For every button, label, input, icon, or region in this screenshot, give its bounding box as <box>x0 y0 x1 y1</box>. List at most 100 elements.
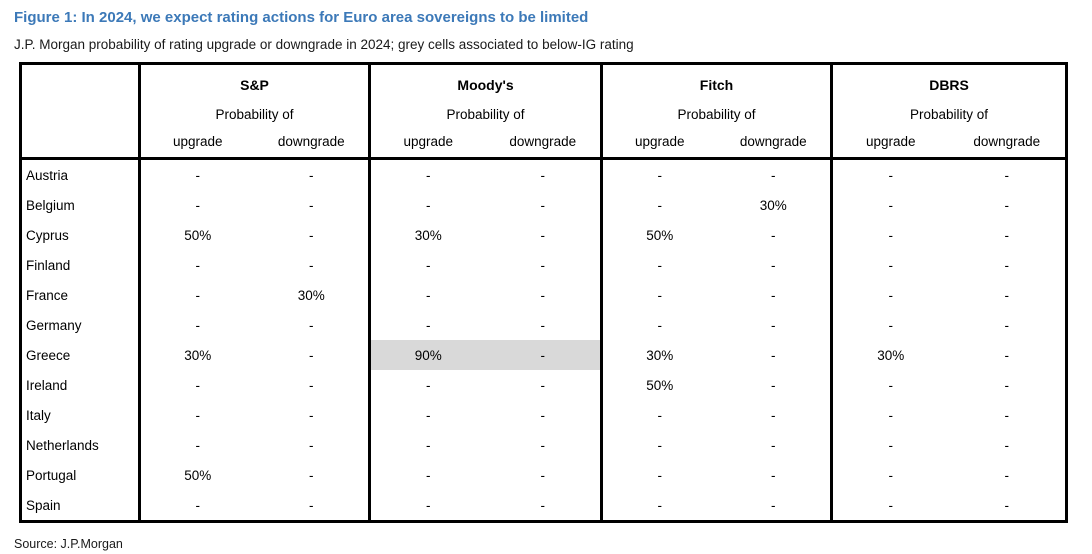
rating-cell: - <box>771 227 776 243</box>
table-row-portugal: Portugal 50% - - - - - - - <box>21 460 1067 490</box>
rating-cell: - <box>830 490 949 522</box>
rating-cell: - <box>540 407 546 423</box>
rating-cell: - <box>138 250 255 280</box>
rating-cell: - <box>540 167 546 183</box>
rating-cell: - <box>600 490 717 522</box>
figure-title: Figure 1: In 2024, we expect rating acti… <box>14 9 589 26</box>
rating-cell: - <box>771 167 776 183</box>
rating-cell: - <box>138 430 255 460</box>
upgrade-column-header: upgrade <box>600 128 717 160</box>
rating-cell: - <box>309 227 314 243</box>
probability-of-label: Probability of <box>368 101 602 128</box>
rating-cell: - <box>309 377 314 393</box>
rating-cell: - <box>309 317 314 333</box>
rating-cell: - <box>138 400 255 430</box>
downgrade-column-header: downgrade <box>485 128 602 160</box>
rating-cell: - <box>309 257 314 273</box>
table-corner-cell <box>20 63 140 160</box>
agency-header-fitch: Fitch <box>600 63 832 101</box>
rating-cell: - <box>600 250 717 280</box>
rating-cell: - <box>309 497 314 513</box>
ratings-table: S&P Moody's Fitch DBRS Probability of Probab… <box>19 62 1069 523</box>
rating-cell: - <box>1004 287 1010 303</box>
table-header: S&P Moody's Fitch DBRS Probability of Probab… <box>20 63 1067 160</box>
downgrade-column-header: downgrade <box>254 128 370 160</box>
rating-cell: - <box>309 407 314 423</box>
rating-cell: - <box>600 310 717 340</box>
country-label: Belgium <box>26 197 75 213</box>
country-label: Greece <box>26 347 71 363</box>
rating-cell: - <box>485 340 602 370</box>
rating-cell: 30% <box>830 340 949 370</box>
source-note: Source: J.P.Morgan <box>14 537 123 551</box>
rating-cell: - <box>138 310 255 340</box>
rating-cell: - <box>138 190 255 220</box>
rating-cell: - <box>830 370 949 400</box>
table-row-netherlands: Netherlands - - - - - - - - <box>21 430 1067 460</box>
rating-cell: - <box>771 377 776 393</box>
rating-cell: 30% <box>600 340 717 370</box>
rating-cell: - <box>540 317 546 333</box>
rating-cell: 50% <box>600 220 717 250</box>
rating-cell: 50% <box>138 460 255 490</box>
rating-cell: - <box>368 400 486 430</box>
rating-cell: - <box>540 377 546 393</box>
rating-cell: - <box>309 467 314 483</box>
rating-cell: - <box>830 158 949 190</box>
rating-cell: - <box>600 400 717 430</box>
rating-cell: - <box>309 167 314 183</box>
rating-cell: - <box>1004 317 1010 333</box>
rating-cell: - <box>1004 257 1010 273</box>
rating-cell: - <box>771 437 776 453</box>
rating-cell: - <box>1004 347 1010 363</box>
table-row-greece: Greece 30% -90% -30% -30% - <box>21 340 1067 370</box>
country-label: Germany <box>26 317 82 333</box>
rating-cell: - <box>540 497 546 513</box>
table-row-italy: Italy - - - - - - - - <box>21 400 1067 430</box>
rating-cell: - <box>600 190 717 220</box>
country-label: Finland <box>26 257 71 273</box>
rating-cell: 50% <box>600 370 717 400</box>
rating-cell: - <box>600 280 717 310</box>
rating-cell: - <box>368 190 486 220</box>
rating-cell: - <box>1004 227 1010 243</box>
rating-cell: - <box>771 497 776 513</box>
rating-cell: - <box>600 430 717 460</box>
rating-cell: - <box>368 370 486 400</box>
rating-cell: - <box>1004 167 1010 183</box>
table-body: Austria - - - - - - - - Belgium - - - - -30% - - Cyprus 50… <box>21 158 1067 522</box>
country-label: Austria <box>26 167 69 183</box>
rating-cell: 50% <box>138 220 255 250</box>
rating-cell: - <box>830 460 949 490</box>
rating-cell: - <box>830 250 949 280</box>
rating-cell: - <box>368 460 486 490</box>
rating-cell: - <box>830 220 949 250</box>
probability-of-label: Probability of <box>137 101 370 128</box>
rating-cell: - <box>138 490 255 522</box>
downgrade-column-header: downgrade <box>948 128 1067 160</box>
rating-cell: - <box>540 227 546 243</box>
rating-cell: - <box>830 430 949 460</box>
probability-header-row: Probability of Probability of Probability … <box>21 101 1067 128</box>
table-row-ireland: Ireland - - - - 50% - - - <box>21 370 1067 400</box>
rating-cell: - <box>309 197 314 213</box>
table-row-finland: Finland - - - - - - - - <box>21 250 1067 280</box>
rating-cell: - <box>771 467 776 483</box>
rating-cell: - <box>830 400 949 430</box>
country-label: Spain <box>26 497 61 513</box>
updown-header-row: upgrade downgrade upgrade downgrade upgrade d… <box>21 128 1067 160</box>
table-row-belgium: Belgium - - - - - 30% - - <box>21 190 1067 220</box>
probability-of-label: Probability of <box>600 101 832 128</box>
probability-of-label: Probability of <box>830 101 1067 128</box>
agency-header-dbrs: DBRS <box>830 63 1067 101</box>
country-label: Cyprus <box>26 227 69 243</box>
rating-cell: - <box>368 490 486 522</box>
rating-cell: - <box>830 280 949 310</box>
rating-cell: - <box>771 257 776 273</box>
rating-cell: - <box>771 317 776 333</box>
rating-cell: - <box>368 250 486 280</box>
rating-cell: - <box>309 437 314 453</box>
rating-cell: - <box>540 197 546 213</box>
rating-cell: - <box>540 257 546 273</box>
rating-cell: - <box>1004 197 1010 213</box>
